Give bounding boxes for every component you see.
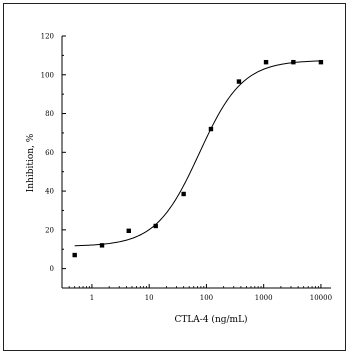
y-axis-label: Inhibition, % — [26, 133, 36, 192]
y-tick-label: 80 — [45, 110, 54, 118]
x-ticks: 1 10 100 1000 10000 — [61, 284, 332, 302]
x-tick-label: 10 — [145, 294, 154, 302]
y-tick-label: 40 — [45, 188, 54, 196]
y-tick-label: 60 — [45, 149, 54, 157]
x-tick-label: 10000 — [310, 294, 332, 302]
data-point — [126, 228, 131, 234]
y-tick-label: 0 — [50, 265, 54, 273]
fit-curve — [74, 60, 321, 247]
y-ticks: 0 20 40 60 80 100 120 — [41, 33, 66, 273]
y-tick-label: 20 — [45, 226, 54, 234]
x-tick-label: 1000 — [255, 294, 273, 302]
data-point — [291, 59, 296, 65]
x-tick-label: 1 — [90, 294, 94, 302]
y-tick-label: 100 — [41, 71, 54, 79]
data-points — [72, 59, 324, 258]
data-point — [236, 79, 242, 84]
data-point — [181, 191, 186, 197]
data-point — [318, 59, 324, 65]
axes — [61, 36, 331, 289]
data-point — [99, 243, 105, 248]
data-point — [72, 252, 77, 258]
data-point — [208, 126, 214, 132]
x-tick-label: 100 — [200, 294, 213, 302]
x-axis-label: CTLA-4 (ng/mL) — [174, 314, 247, 325]
data-point — [263, 59, 269, 65]
y-tick-label: 120 — [41, 33, 54, 41]
data-point — [153, 223, 158, 229]
chart-frame — [3, 3, 346, 351]
